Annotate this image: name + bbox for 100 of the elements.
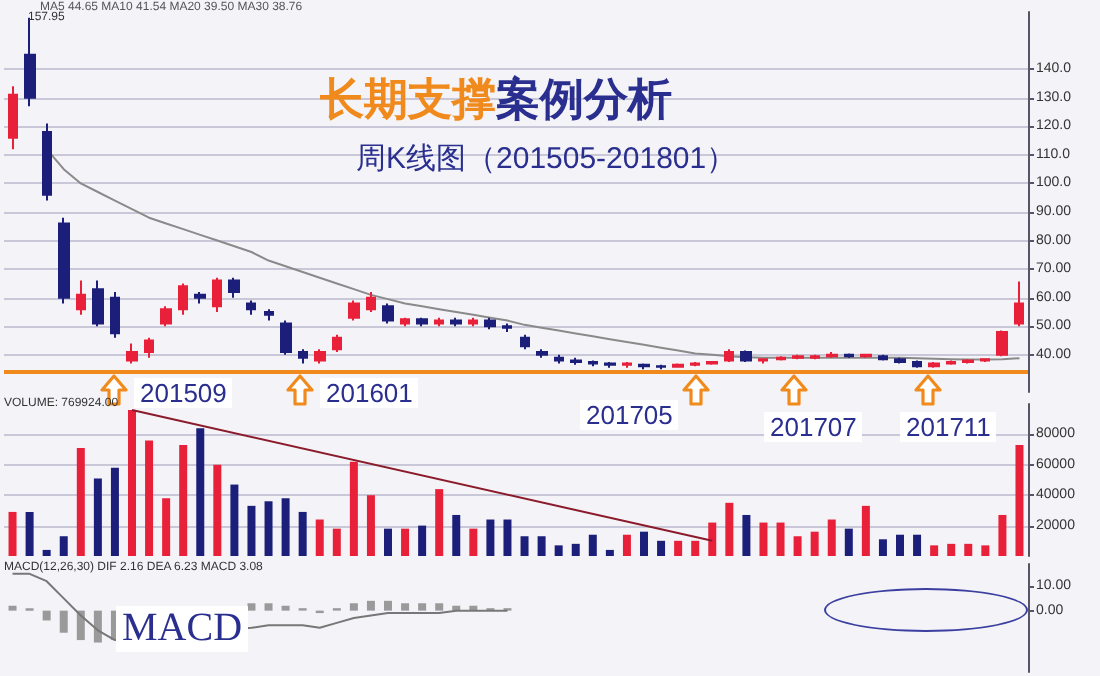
bar [264, 501, 273, 556]
candlestick [860, 353, 872, 359]
candlestick [298, 348, 308, 365]
annotation: 201707 [764, 412, 863, 442]
bar [435, 489, 444, 556]
candlestick [588, 359, 598, 368]
candlestick [246, 299, 256, 316]
candlestick [264, 308, 274, 322]
bar [366, 495, 375, 556]
candlestick [810, 353, 820, 361]
bar [486, 519, 495, 556]
text: 周K线图（201505-201801） [356, 140, 737, 178]
text: 长期支撑案例分析 [320, 74, 672, 124]
candlestick [416, 316, 428, 328]
candlestick [672, 362, 684, 369]
bar [861, 505, 870, 556]
candlestick [792, 353, 804, 361]
bar [691, 540, 700, 556]
candlestick [604, 361, 616, 369]
candlestick [400, 316, 410, 328]
bar [674, 540, 683, 556]
candlestick [826, 351, 838, 359]
bar [571, 543, 580, 556]
bar [332, 528, 341, 556]
candlestick [520, 333, 530, 351]
candlestick [946, 359, 956, 366]
candlestick [912, 359, 922, 369]
bar [110, 467, 119, 556]
bar [657, 540, 666, 556]
candlestick [996, 329, 1008, 358]
candlestick [92, 279, 104, 328]
candlestick [382, 302, 394, 325]
bar [588, 534, 597, 556]
bar [947, 543, 956, 556]
bar [128, 410, 136, 556]
annotation: 201705 [580, 400, 679, 430]
bar [281, 498, 290, 556]
candlestick [894, 356, 906, 365]
candlestick [484, 316, 496, 331]
bar [315, 519, 324, 556]
bar [708, 522, 717, 556]
candlestick [8, 85, 18, 151]
bar [640, 531, 648, 556]
bar [230, 484, 239, 556]
candlestick [656, 363, 666, 371]
bar [964, 543, 973, 556]
bar [503, 519, 512, 556]
candlestick [160, 305, 172, 328]
bar [827, 519, 836, 556]
candlestick [878, 353, 888, 362]
bar [469, 528, 478, 556]
bar [349, 461, 358, 556]
candlestick [76, 279, 86, 316]
candlestick [126, 342, 138, 365]
candlestick [928, 361, 940, 369]
candlestick [434, 316, 444, 328]
candlestick [638, 362, 650, 371]
candlestick [962, 358, 974, 365]
bar [810, 531, 819, 556]
candlestick [110, 291, 120, 339]
bar [622, 534, 631, 556]
bar [981, 545, 990, 556]
candlestick [690, 361, 700, 368]
bar [742, 514, 751, 556]
candlestick [622, 361, 632, 369]
bar [298, 511, 307, 556]
candlestick [178, 282, 188, 316]
bar [930, 545, 939, 556]
candlestick [42, 122, 52, 202]
bar [452, 514, 461, 556]
bar [213, 464, 222, 556]
bar [605, 549, 614, 556]
bar [793, 536, 802, 556]
bar [179, 445, 188, 556]
bar [418, 525, 427, 556]
bar [1015, 445, 1024, 556]
bar [554, 545, 563, 556]
bar [896, 534, 904, 556]
candlestick [450, 316, 462, 328]
bar [998, 514, 1007, 556]
bar [59, 536, 68, 556]
candlestick [58, 216, 70, 305]
candlestick [536, 348, 548, 359]
candlestick [554, 353, 564, 365]
candlestick [314, 348, 326, 365]
annotation: 201509 [134, 378, 233, 408]
bar [537, 536, 546, 556]
bar [196, 428, 205, 556]
candlestick [724, 348, 734, 363]
candlestick [844, 352, 854, 359]
bar [384, 528, 392, 556]
candlestick [468, 316, 478, 328]
bar [162, 498, 171, 556]
bar [520, 536, 529, 556]
bar [8, 511, 17, 556]
bar [401, 528, 410, 556]
candlestick [228, 276, 240, 299]
bar [913, 534, 922, 556]
bar [247, 505, 256, 556]
candlestick [1014, 280, 1024, 328]
